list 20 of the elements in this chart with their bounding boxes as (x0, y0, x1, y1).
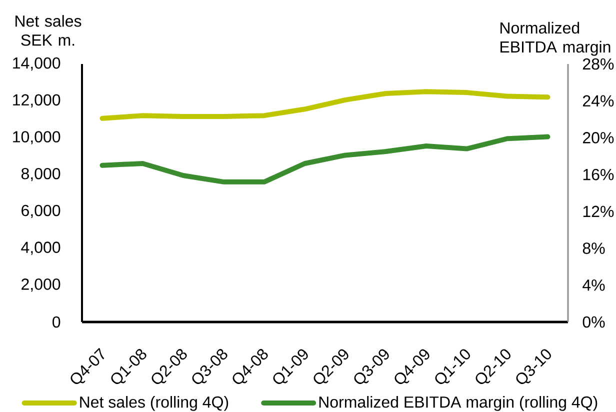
legend-label: Normalized EBITDA margin (rolling 4Q) (319, 396, 598, 411)
y2-tick-label: 28% (582, 58, 614, 70)
legend-label: Net sales (rolling 4Q) (80, 396, 228, 411)
y-tick-label: 14,000 (13, 57, 60, 71)
y-tick-label: 0 (52, 316, 60, 328)
y2-tick-label: 4% (582, 280, 605, 291)
y2-tick-label: 16% (583, 168, 614, 180)
y-tick-label: 12,000 (13, 94, 60, 108)
y-axis-title: Net sales SEK m. (16, 15, 82, 46)
y2-tick-label: 20% (582, 132, 614, 144)
y2-tick-label: 24% (582, 95, 614, 106)
y2-tick-label: 12% (583, 206, 614, 218)
y-tick-label: 10,000 (13, 131, 60, 144)
y-tick-label: 4,000 (21, 242, 60, 255)
y2-tick-label: 0% (582, 316, 605, 328)
y2-tick-label: 8% (582, 242, 605, 254)
y-tick-label: 8,000 (21, 168, 60, 182)
y-tick-label: 6,000 (22, 204, 60, 218)
y2-axis-title: Normalized EBITDA margin (500, 22, 610, 56)
y-tick-label: 2,000 (22, 278, 60, 292)
